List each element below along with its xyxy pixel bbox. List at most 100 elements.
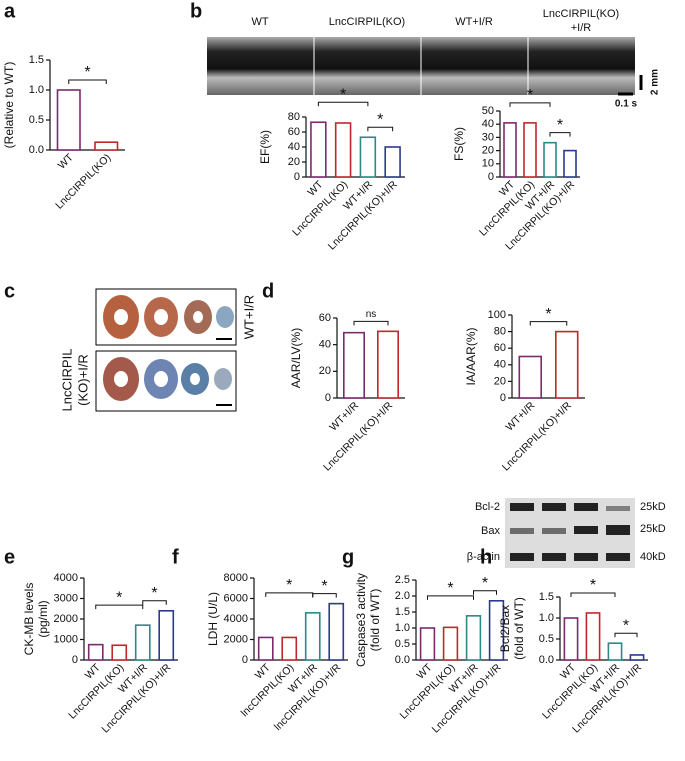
significance-label: * [286,577,292,594]
echo-label: WT [251,16,268,28]
panel-letter: h [480,546,492,568]
bar [518,355,542,399]
y-axis-label: Bcl2/Bax [498,605,512,652]
bar [281,636,298,661]
y-tick-label: 2.5 [395,574,410,586]
x-tick-label: WT [305,178,325,198]
bar [87,643,104,661]
y-tick-label: 100 [488,309,506,321]
bar [554,330,579,399]
y-tick-label: 0 [72,654,78,666]
y-tick-label: 20 [494,375,506,387]
bar [134,624,151,661]
y-tick-label: 0.5 [395,638,410,650]
y-tick-label: 0 [325,392,331,404]
x-tick-label: WT+I/R [503,399,537,433]
y-axis-label: CK-MB levels [22,583,36,656]
y-tick-label: 20 [288,156,300,168]
blot-size: 40kD [640,551,666,563]
y-axis-label: (fold of WT) [512,597,526,660]
significance-label: * [557,117,563,134]
bar [376,330,399,399]
y-tick-label: 80 [494,326,506,338]
bar [419,627,436,661]
y-axis-label: AAR/LV(%) [289,328,303,388]
x-tick-label: WT+I/R [327,399,361,433]
y-tick-label: 2000 [54,613,78,625]
bar [304,612,321,661]
y-tick-label: 2000 [224,633,248,645]
y-axis-label: LncCIRPIL level [0,62,2,148]
y-tick-label: 40 [482,118,494,130]
y-tick-label: 40 [494,359,506,371]
row-label: WT+I/R [241,295,256,339]
significance-label: * [84,64,90,81]
y-tick-label: 0 [242,654,248,666]
y-axis-label: IA/AAR(%) [464,327,478,385]
significance-bracket [312,593,337,598]
x-tick-label: WT [56,151,76,171]
bar [629,654,645,661]
significance-bracket [549,132,571,137]
x-tick-label: LncCIRPIL(KO)+I/R [500,399,574,473]
bar [442,626,459,661]
row-label: (KO)+I/R [75,354,90,406]
significance-bracket [427,595,474,600]
bar [94,141,119,151]
bar [334,122,352,178]
y-tick-label: 6000 [224,592,248,604]
significance-bracket [68,79,107,84]
bar [465,615,482,661]
significance-bracket [570,592,616,597]
y-tick-label: 10 [482,158,494,170]
bar [607,642,623,661]
y-tick-label: 1.0 [395,622,410,634]
y-tick-label: 50 [482,105,494,117]
bar [359,136,377,178]
y-tick-label: 0 [500,392,506,404]
row-label: LncCIRPIL [59,349,74,412]
y-tick-label: 40 [288,141,300,153]
y-axis-label: LDH (U/L) [206,592,220,646]
significance-label: * [590,577,596,594]
scale-label: 2 mm [650,69,661,95]
echo-label: LncCIRPIL(KO) [329,16,405,28]
bar [543,141,557,178]
y-axis-label: EF(%) [258,130,272,164]
significance-label: * [340,86,346,103]
bar [503,122,517,178]
significance-label: * [321,578,327,595]
significance-bracket [473,590,497,595]
blot-size: 25kD [640,501,666,513]
y-tick-label: 60 [494,342,506,354]
blot-label: Bax [481,525,500,537]
significance-label: * [623,617,629,634]
y-tick-label: 20 [319,365,331,377]
y-axis-label: (Relative to WT) [2,62,16,149]
y-tick-label: 4000 [54,572,78,584]
y-tick-label: 4000 [224,613,248,625]
bar [56,89,81,151]
y-tick-label: 1.5 [29,54,44,66]
significance-label: * [527,87,533,104]
panel-letter: e [4,546,15,568]
y-tick-label: 80 [288,111,300,123]
y-tick-label: 0.0 [395,654,410,666]
bar [488,599,505,661]
echo-label: WT+I/R [455,16,493,28]
bar [563,149,577,178]
heart-images [103,295,234,406]
echo-label: LncCIRPIL(KO) [543,8,619,20]
bar [563,617,579,661]
y-tick-label: 0 [488,171,494,183]
panel-letter: a [4,0,16,22]
bar [158,609,175,661]
bar [257,636,274,661]
blot-bands [510,503,630,561]
significance-label: * [447,580,453,597]
bar [585,612,601,661]
panel-letter: d [262,280,274,302]
blot-size: 25kD [640,523,666,535]
blot-label: Bcl-2 [475,501,500,513]
